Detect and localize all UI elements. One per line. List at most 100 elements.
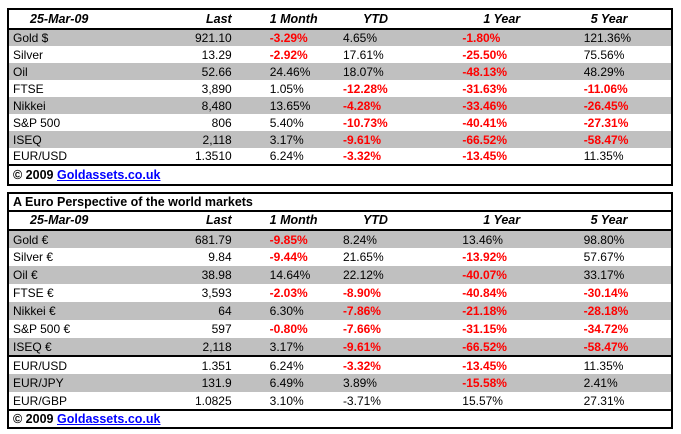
cell-value: -3.32% (341, 355, 458, 374)
cell-value: 8,480 (130, 97, 242, 114)
cell-value: 57.67% (583, 250, 625, 264)
cell-value: 52.66 (130, 63, 242, 80)
footer-cell: © 2009 Goldassets.co.uk (8, 409, 672, 428)
cell-value: 3.10% (269, 393, 304, 408)
cell-value: -58.47% (577, 131, 672, 148)
cell-value: -28.18% (577, 302, 672, 320)
cell-value: -9.61% (341, 338, 458, 356)
cell-value: 38.98 (130, 266, 242, 284)
cell-value: -48.13% (457, 63, 578, 80)
cell-value: -7.86% (341, 302, 458, 320)
cell-value: 1.05% (269, 81, 304, 96)
table-row: EUR/JPY 131.9 6.49% 3.89% -15.58% 2.41% (8, 374, 672, 392)
cell-value: 21.65% (342, 250, 384, 264)
footer-cell: © 2009 Goldassets.co.uk (8, 164, 672, 185)
cell-value: 2.41% (577, 374, 672, 392)
cell-value: 6.24% (241, 355, 342, 374)
cell-value: -31.15% (462, 322, 507, 336)
table-row: Oil 52.66 24.46% 18.07% -48.13% 48.29% (8, 63, 672, 80)
cell-value: 921.10 (130, 29, 242, 46)
cell-value: 3,890 (201, 81, 232, 96)
cell-value: 11.35% (583, 149, 624, 163)
table-row: ISEQ 2,118 3.17% -9.61% -66.52% -58.47% (8, 131, 672, 148)
table-row: EUR/USD 1.3510 6.24% -3.32% -13.45% 11.35% (8, 148, 672, 165)
table-footer-row: © 2009 Goldassets.co.uk (8, 164, 672, 185)
cell-value: -3.71% (342, 393, 381, 408)
cell-value: 24.46% (241, 63, 342, 80)
cell-value: -13.45% (462, 149, 508, 163)
cell-value: -58.47% (577, 338, 672, 356)
column-header: 5 Year (577, 9, 672, 30)
cell-value: 1.3510 (194, 149, 232, 163)
column-header: 1 Year (457, 211, 578, 231)
cell-value: 27.31% (583, 393, 625, 408)
cell-value: -40.07% (457, 266, 578, 284)
table-footer-row: © 2009 Goldassets.co.uk (8, 409, 672, 428)
cell-value: 18.07% (341, 63, 458, 80)
cell-value: -66.52% (457, 131, 578, 148)
cell-value: 13.46% (457, 230, 578, 248)
row-label: S&P 500 € (13, 322, 71, 336)
table-title-row: A Euro Perspective of the world markets (8, 193, 672, 212)
cell-value: -3.32% (342, 149, 382, 163)
cell-value: -10.73% (342, 115, 388, 130)
table-row: EUR/USD 1.351 6.24% -3.32% -13.45% 11.35% (8, 355, 672, 374)
cell-value: 98.80% (577, 230, 672, 248)
cell-value: 14.64% (241, 266, 342, 284)
cell-value: 6.24% (269, 149, 304, 163)
column-header: Last (130, 9, 242, 30)
cell-value: -0.80% (269, 322, 308, 336)
table-row: S&P 500 806 5.40% -10.73% -40.41% -27.31% (8, 114, 672, 131)
cell-value: 13.29 (201, 47, 232, 62)
cell-value: -34.72% (583, 322, 629, 336)
cell-value: 17.61% (342, 47, 384, 62)
cell-value: -11.06% (583, 81, 628, 96)
row-label: Nikkei € (8, 302, 131, 320)
date-header: 25-Mar-09 (8, 9, 131, 30)
column-header: YTD (341, 211, 458, 231)
cell-value: 6.30% (241, 302, 342, 320)
column-header: 1 Month (241, 9, 342, 30)
cell-value: -4.28% (341, 97, 458, 114)
cell-value: 3.17% (241, 338, 342, 356)
table-row: FTSE € 3,593 -2.03% -8.90% -40.84% -30.14% (8, 284, 672, 302)
row-label: EUR/GBP (13, 393, 68, 408)
table-row: Nikkei €64 6.30% -7.86% -21.18% -28.18% (8, 302, 672, 320)
row-label: Oil (8, 63, 131, 80)
table-row: EUR/GBP 1.0825 3.10% -3.71% 15.57% 27.31% (8, 392, 672, 410)
cell-value: -8.90% (342, 286, 381, 300)
cell-value: -9.85% (241, 230, 342, 248)
table-body: 25-Mar-09 Last 1 Month YTD 1 Year 5 Year Gold … (8, 9, 672, 185)
table-row: Oil €38.98 14.64% 22.12% -40.07% 33.17% (8, 266, 672, 284)
row-label: ISEQ € (8, 338, 131, 356)
table-row: S&P 500 € 597 -0.80% -7.66% -31.15% -34.72% (8, 320, 672, 338)
cell-value: -27.31% (583, 115, 629, 130)
row-label: FTSE (13, 81, 44, 96)
cell-value: -15.58% (457, 374, 578, 392)
cell-value: 75.56% (583, 47, 625, 62)
column-header: YTD (341, 9, 458, 30)
cell-value: -40.41% (462, 115, 508, 130)
cell-value: 3,593 (201, 286, 232, 300)
cell-value: -3.29% (241, 29, 342, 46)
goldassets-link[interactable]: Goldassets.co.uk (56, 411, 161, 426)
cell-value: 806 (211, 115, 232, 130)
cell-value: 11.35% (577, 355, 672, 374)
cell-value: 64 (130, 302, 242, 320)
table-row: FTSE 3,890 1.05% -12.28% -31.63% -11.06% (8, 80, 672, 97)
cell-value: 4.65% (341, 29, 458, 46)
cell-value: -13.92% (462, 250, 507, 264)
row-label: ISEQ (8, 131, 131, 148)
row-label: FTSE € (13, 286, 54, 300)
cell-value: 9.84 (208, 250, 232, 264)
cell-value: -66.52% (457, 338, 578, 356)
cell-value: 33.17% (577, 266, 672, 284)
euro-market-table: A Euro Perspective of the world markets 2… (7, 192, 673, 429)
cell-value: -12.28% (342, 81, 388, 96)
row-label: Gold $ (8, 29, 131, 46)
goldassets-link[interactable]: Goldassets.co.uk (56, 167, 161, 182)
cell-value: 3.17% (241, 131, 342, 148)
cell-value: -33.46% (457, 97, 578, 114)
table-row: Silver 13.29 -2.92% 17.61% -25.50% 75.56% (8, 46, 672, 63)
